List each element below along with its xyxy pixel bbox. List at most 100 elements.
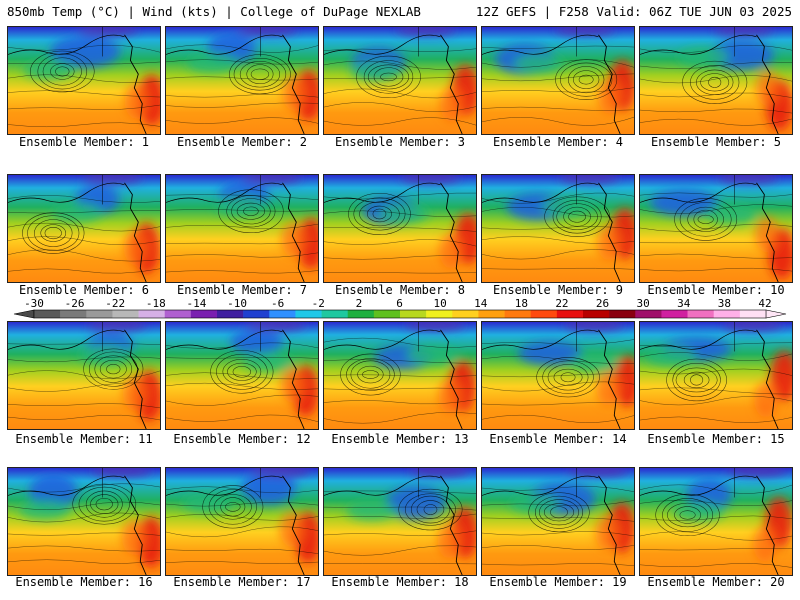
colorbar-swatch bbox=[112, 310, 139, 318]
ensemble-member-caption: Ensemble Member: 8 bbox=[334, 283, 466, 297]
ensemble-map-panel bbox=[165, 321, 319, 430]
ensemble-map-panel bbox=[165, 467, 319, 576]
ensemble-map-panel bbox=[7, 321, 161, 430]
colorbar-tick-label: 42 bbox=[758, 298, 771, 310]
temperature-field-map bbox=[166, 322, 318, 429]
ensemble-member-caption: Ensemble Member: 18 bbox=[331, 575, 469, 589]
colorbar-tick-label: -10 bbox=[227, 298, 247, 310]
coastline bbox=[282, 329, 305, 429]
colorbar-swatch bbox=[243, 310, 270, 318]
temperature-field-map bbox=[324, 468, 476, 575]
ensemble-map-panel bbox=[639, 26, 793, 135]
ensemble-map-panel bbox=[323, 467, 477, 576]
colorbar-swatch bbox=[478, 310, 505, 318]
ensemble-map-panel bbox=[7, 26, 161, 135]
ensemble-member-caption: Ensemble Member: 12 bbox=[173, 432, 311, 446]
ensemble-member-caption: Ensemble Member: 13 bbox=[331, 432, 469, 446]
ensemble-member-caption: Ensemble Member: 7 bbox=[176, 283, 308, 297]
colorbar-swatch bbox=[400, 310, 427, 318]
ensemble-member-caption: Ensemble Member: 14 bbox=[489, 432, 627, 446]
ensemble-map-panel bbox=[481, 321, 635, 430]
temperature-field-map bbox=[324, 322, 476, 429]
colorbar-tick-label: -2 bbox=[312, 298, 325, 310]
ensemble-member-caption: Ensemble Member: 15 bbox=[647, 432, 785, 446]
ensemble-map-panel bbox=[7, 467, 161, 576]
colorbar-tick-label: -30 bbox=[24, 298, 44, 310]
ensemble-member-caption: Ensemble Member: 10 bbox=[647, 283, 785, 297]
colorbar-tick-label: 22 bbox=[555, 298, 568, 310]
coastline bbox=[440, 182, 463, 282]
coastline bbox=[756, 475, 779, 575]
ensemble-map-panel bbox=[323, 174, 477, 283]
colorbar-swatch bbox=[138, 310, 166, 318]
temperature-field-map bbox=[640, 175, 792, 282]
coastline bbox=[598, 329, 621, 429]
colorbar-swatch bbox=[269, 310, 296, 318]
colorbar-swatch bbox=[373, 310, 401, 318]
colorbar-swatch bbox=[164, 310, 192, 318]
colorbar-tick-label: -6 bbox=[271, 298, 284, 310]
temperature-field-map bbox=[482, 468, 634, 575]
colorbar-swatch bbox=[217, 310, 244, 318]
ensemble-member-caption: Ensemble Member: 6 bbox=[18, 283, 150, 297]
temperature-field-map bbox=[482, 27, 634, 134]
colorbar-swatch bbox=[34, 310, 61, 318]
colorbar-tick-label: 38 bbox=[718, 298, 731, 310]
colorbar-swatch bbox=[687, 310, 715, 318]
colorbar-swatch bbox=[635, 310, 662, 318]
ensemble-map-panel bbox=[323, 26, 477, 135]
colorbar-swatch bbox=[60, 310, 87, 318]
colorbar-tick-label: 26 bbox=[596, 298, 609, 310]
temperature-field-map bbox=[640, 468, 792, 575]
colorbar-swatch bbox=[661, 310, 688, 318]
model-run-info: 12Z GEFS | F258 Valid: 06Z TUE JUN 03 20… bbox=[475, 4, 792, 19]
ensemble-map-panel bbox=[481, 174, 635, 283]
ensemble-map-panel bbox=[165, 174, 319, 283]
ensemble-member-caption: Ensemble Member: 2 bbox=[176, 135, 308, 149]
ensemble-member-caption: Ensemble Member: 20 bbox=[647, 575, 785, 589]
temperature-field-map bbox=[324, 27, 476, 134]
ensemble-map-panel bbox=[639, 174, 793, 283]
temperature-field-map bbox=[8, 322, 160, 429]
colorbar-swatch bbox=[190, 310, 218, 318]
colorbar-swatch bbox=[295, 310, 322, 318]
ensemble-member-caption: Ensemble Member: 1 bbox=[18, 135, 150, 149]
ensemble-map-panel bbox=[639, 321, 793, 430]
map-title: 850mb Temp (°C) | Wind (kts) | College o… bbox=[7, 4, 421, 19]
colorbar-swatch bbox=[739, 310, 767, 318]
temperature-field-map bbox=[8, 468, 160, 575]
colorbar-graphic: -30 -26 -22 -18 -14 -10 -6 -2 2 6 10 14 18 22 26 30 34 38… bbox=[13, 298, 787, 319]
colorbar-swatch bbox=[452, 310, 479, 318]
coastline bbox=[756, 34, 779, 134]
ensemble-member-caption: Ensemble Member: 16 bbox=[15, 575, 153, 589]
coastline bbox=[598, 475, 621, 575]
colorbar-swatch bbox=[530, 310, 558, 318]
temperature-field-map bbox=[8, 175, 160, 282]
coastline bbox=[598, 182, 621, 282]
coastline bbox=[440, 34, 463, 134]
coastline bbox=[282, 34, 305, 134]
colorbar-swatch bbox=[321, 310, 349, 318]
coastline bbox=[282, 182, 305, 282]
ensemble-member-caption: Ensemble Member: 19 bbox=[489, 575, 627, 589]
temperature-field-map bbox=[482, 322, 634, 429]
colorbar-swatch bbox=[556, 310, 584, 318]
coastline bbox=[598, 34, 621, 134]
colorbar-swatch bbox=[347, 310, 375, 318]
colorbar-swatch bbox=[426, 310, 453, 318]
colorbar-swatch bbox=[609, 310, 636, 318]
colorbar-swatch bbox=[86, 310, 113, 318]
ensemble-map-panel bbox=[639, 467, 793, 576]
coastline bbox=[756, 329, 779, 429]
temperature-field-map bbox=[166, 468, 318, 575]
colorbar-tick-label: 14 bbox=[474, 298, 488, 310]
ensemble-member-caption: Ensemble Member: 9 bbox=[492, 283, 624, 297]
colorbar-tick-label: 6 bbox=[396, 298, 403, 310]
ensemble-map-panel bbox=[323, 321, 477, 430]
ensemble-map-panel bbox=[165, 26, 319, 135]
ensemble-member-caption: Ensemble Member: 5 bbox=[650, 135, 782, 149]
colorbar-tick-label: 2 bbox=[356, 298, 363, 310]
ensemble-map-panel bbox=[481, 26, 635, 135]
ensemble-member-caption: Ensemble Member: 17 bbox=[173, 575, 311, 589]
temperature-colorbar: -30 -26 -22 -18 -14 -10 -6 -2 2 6 10 14 18 22 26 30 34 38… bbox=[0, 298, 800, 322]
